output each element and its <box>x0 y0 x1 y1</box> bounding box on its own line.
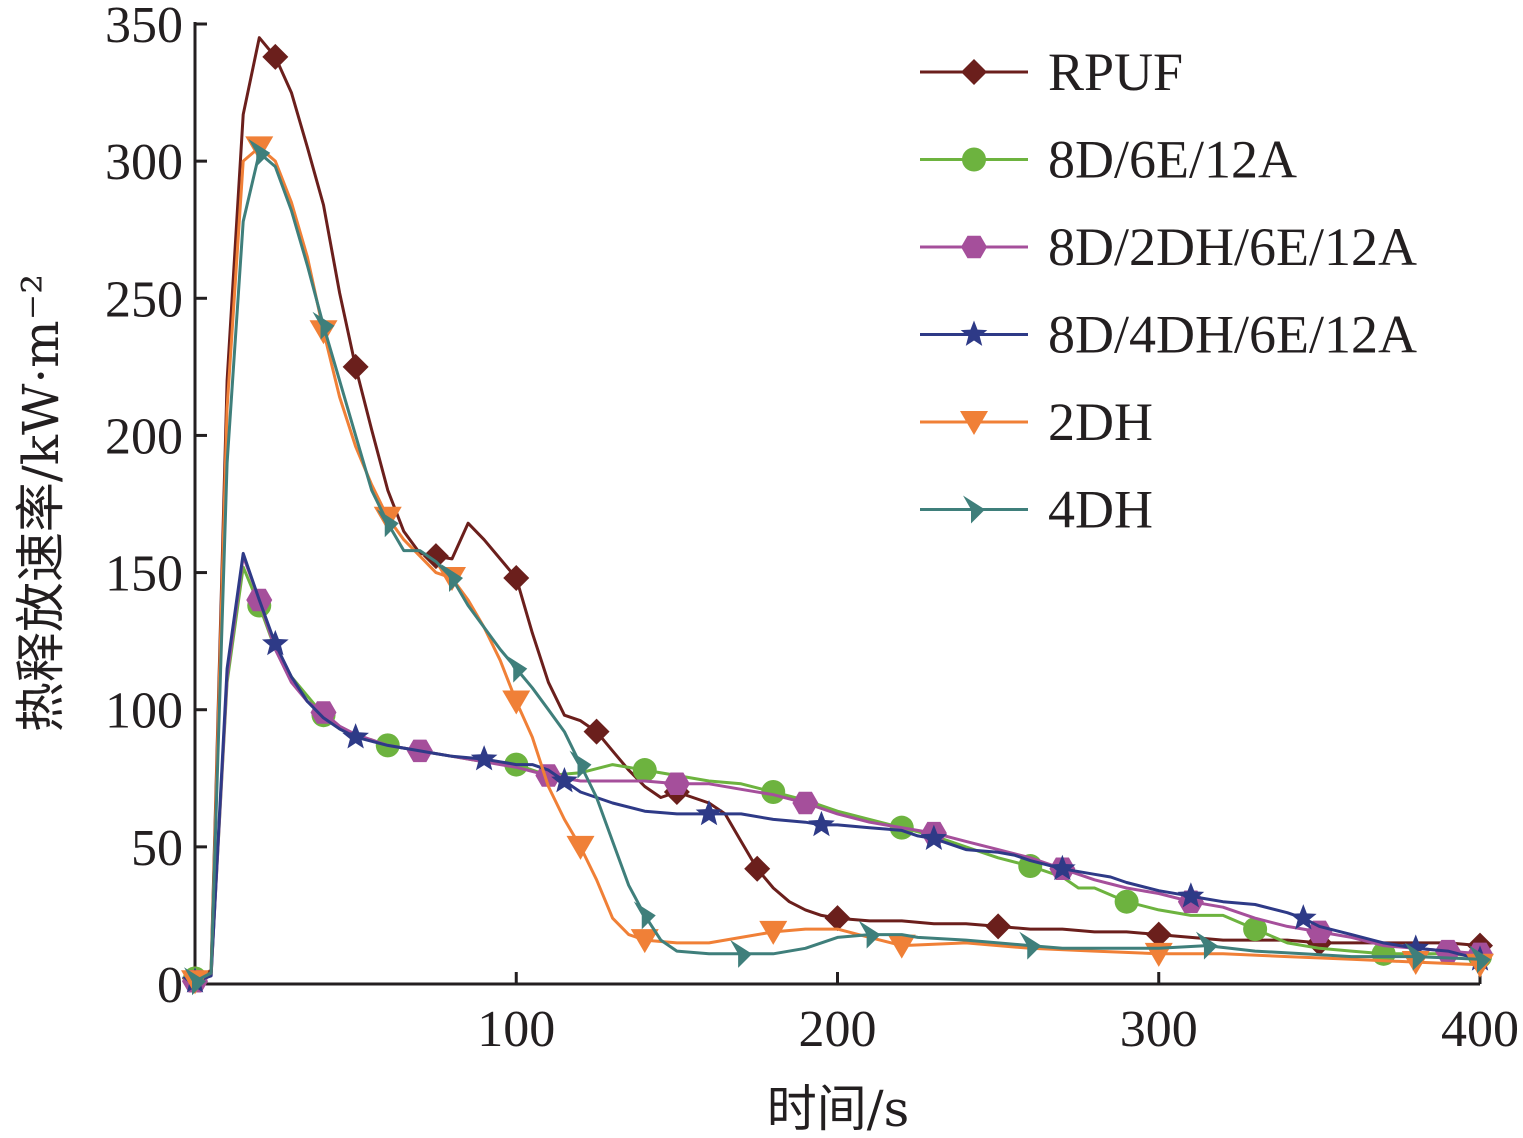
legend-label: 8D/4DH/6E/12A <box>1048 305 1417 365</box>
data-point <box>422 543 449 570</box>
y-tick-label: 150 <box>105 546 183 603</box>
x-axis-title: 时间/s <box>767 1080 910 1138</box>
data-point <box>730 939 753 968</box>
data-point <box>920 824 948 850</box>
x-tick-label: 100 <box>477 1001 555 1058</box>
data-point <box>376 509 399 538</box>
y-tick-label: 50 <box>131 820 183 877</box>
legend-label: RPUF <box>1048 42 1183 102</box>
data-point <box>1243 917 1268 942</box>
legend-item: 8D/2DH/6E/12A <box>920 217 1417 277</box>
series-layer <box>181 36 1494 996</box>
data-point <box>761 780 786 804</box>
data-point <box>569 750 592 779</box>
legend-item: 2DH <box>920 392 1153 452</box>
data-point <box>633 901 656 930</box>
data-point <box>759 920 788 945</box>
y-axis-title: 热释放速率/kW·m⁻² <box>12 274 70 732</box>
data-point <box>792 791 819 815</box>
legend-item: RPUF <box>920 42 1183 102</box>
data-point <box>310 701 337 724</box>
y-tick-label: 200 <box>105 408 183 465</box>
data-point <box>695 799 723 826</box>
legend: RPUF 8D/6E/12A 8D/2DH/6E/12A 8D/4DH/6E/12A 2… <box>920 42 1417 540</box>
legend-label: 2DH <box>1048 392 1153 452</box>
data-point <box>184 967 206 996</box>
x-tick-label: 300 <box>1120 1001 1198 1058</box>
legend-label: 4DH <box>1048 480 1153 540</box>
data-point <box>505 654 528 683</box>
legend-marker <box>963 495 985 524</box>
data-point <box>1402 934 1430 960</box>
data-point <box>566 835 595 860</box>
legend-label: 8D/6E/12A <box>1048 130 1297 190</box>
series-line <box>194 151 1481 983</box>
data-point <box>858 920 881 949</box>
data-point <box>502 690 531 715</box>
data-point <box>630 929 659 954</box>
data-point <box>551 767 578 793</box>
legend-marker <box>960 411 988 435</box>
tick-labels: 0 50 100 150 200 250 300 350 100 200 300 400 <box>105 0 1519 1058</box>
data-point <box>262 43 289 70</box>
data-point <box>824 905 851 932</box>
data-point <box>808 810 835 837</box>
y-tick-label: 250 <box>105 271 183 328</box>
data-point <box>663 772 690 796</box>
data-point <box>632 758 657 783</box>
data-point <box>441 564 463 593</box>
y-tick-label: 300 <box>105 134 183 191</box>
data-point <box>342 723 369 749</box>
data-point <box>1289 904 1317 930</box>
x-tick-label: 400 <box>1441 1001 1519 1058</box>
data-point <box>1195 931 1218 960</box>
legend-item: 4DH <box>920 480 1153 540</box>
legend-marker <box>961 59 987 85</box>
legend-label: 8D/2DH/6E/12A <box>1048 217 1417 277</box>
data-point <box>744 855 771 882</box>
legend-marker <box>961 235 987 259</box>
data-point <box>1049 854 1076 881</box>
y-tick-label: 100 <box>105 683 183 740</box>
data-point <box>1404 942 1427 971</box>
data-point <box>985 913 1012 940</box>
legend-marker <box>962 147 986 172</box>
data-point <box>503 565 530 592</box>
y-tick-label: 0 <box>157 957 183 1014</box>
data-point <box>887 934 916 959</box>
data-point <box>1469 945 1491 974</box>
data-point <box>583 718 610 745</box>
data-point <box>1114 889 1139 914</box>
series-4dh <box>184 138 1491 996</box>
data-point <box>1306 920 1333 944</box>
x-tick-label: 200 <box>799 1001 877 1058</box>
y-tick-label: 350 <box>105 0 183 54</box>
data-point <box>248 138 271 167</box>
data-point <box>1177 882 1205 908</box>
data-point <box>470 745 498 771</box>
legend-marker <box>960 320 988 346</box>
data-point <box>261 629 289 656</box>
legend-item: 8D/6E/12A <box>920 130 1297 190</box>
data-point <box>1019 931 1042 960</box>
data-point <box>342 353 369 380</box>
legend-item: 8D/4DH/6E/12A <box>920 305 1417 365</box>
data-point <box>1145 921 1172 948</box>
data-point <box>312 311 335 340</box>
